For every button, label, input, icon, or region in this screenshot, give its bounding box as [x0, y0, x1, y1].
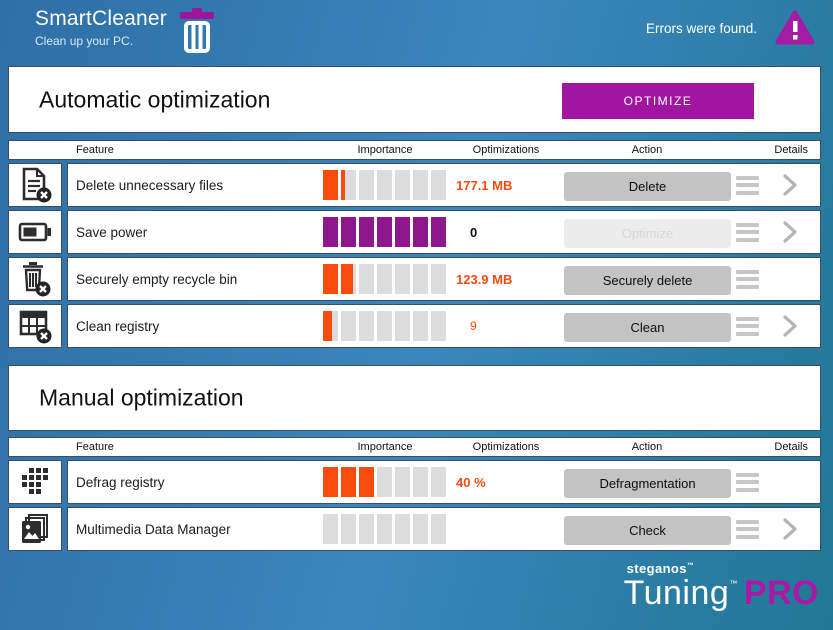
feature-row-body: Securely empty recycle bin 123.9 MB Secu… [67, 257, 821, 301]
manual-rows: Defrag registry 40 % Defragmentation [8, 460, 821, 554]
column-action: Action [631, 441, 663, 453]
table-row: Save power 0 Optimize [8, 210, 821, 254]
table-row: Delete unnecessary files 177.1 MB Delete [8, 163, 821, 207]
feature-label: Securely empty recycle bin [76, 271, 238, 287]
feature-row-body: Delete unnecessary files 177.1 MB Delete [67, 163, 821, 207]
defrag-icon [22, 468, 48, 494]
action-button[interactable]: Delete [564, 172, 731, 201]
table-row: Multimedia Data Manager Check [8, 507, 821, 551]
menu-icon[interactable] [736, 461, 759, 503]
menu-icon[interactable] [736, 164, 759, 206]
feature-label: Save power [76, 224, 148, 240]
pro-badge: PRO [743, 574, 819, 612]
importance-bar [323, 305, 446, 347]
details-chevron-icon[interactable] [779, 164, 801, 206]
recycle-bin-icon [23, 262, 51, 297]
feature-icon-cell [8, 210, 62, 254]
section-title-manual: Manual optimization [39, 384, 244, 411]
optimizations-value: 9 [470, 319, 477, 333]
multimedia-icon [22, 514, 48, 543]
column-importance: Importance [357, 144, 413, 156]
optimizations-value: 177.1 MB [456, 177, 513, 193]
app-title: SmartCleaner [35, 7, 167, 30]
importance-bar [323, 164, 446, 206]
action-button[interactable]: Securely delete [564, 266, 731, 295]
column-action: Action [631, 144, 663, 156]
importance-bar [323, 258, 446, 300]
app-header: SmartCleaner Clean up your PC. Errors we… [0, 0, 833, 62]
importance-bar [323, 461, 446, 503]
table-row: Defrag registry 40 % Defragmentation [8, 460, 821, 504]
action-button[interactable]: Clean [564, 313, 731, 342]
optimizations-value: 40 % [456, 474, 486, 490]
feature-row-body: Clean registry 9 Clean [67, 304, 821, 348]
column-optimizations: Optimizations [472, 441, 540, 453]
automatic-optimization-section: Automatic optimization OPTIMIZE [8, 66, 821, 133]
brand-name: steganos™ [626, 561, 695, 576]
feature-row-body: Defrag registry 40 % Defragmentation [67, 460, 821, 504]
optimize-button[interactable]: OPTIMIZE [562, 83, 754, 119]
feature-icon-cell [8, 460, 62, 504]
battery-icon [18, 222, 51, 242]
menu-icon[interactable] [736, 211, 759, 253]
app-title-block: SmartCleaner Clean up your PC. [35, 7, 167, 48]
automatic-rows: Delete unnecessary files 177.1 MB Delete [8, 163, 821, 351]
column-importance: Importance [357, 441, 413, 453]
column-details: Details [774, 144, 808, 156]
registry-icon [19, 310, 52, 344]
table-row: Securely empty recycle bin 123.9 MB Secu… [8, 257, 821, 301]
feature-label: Delete unnecessary files [76, 177, 224, 193]
table-header-automatic: Feature Importance Optimizations Action … [8, 140, 821, 160]
app-tagline: Clean up your PC. [35, 34, 134, 48]
action-button[interactable]: Defragmentation [564, 469, 731, 498]
table-header-manual: Feature Importance Optimizations Action … [8, 437, 821, 457]
warning-icon [775, 10, 815, 45]
feature-icon-cell [8, 257, 62, 301]
trash-logo-icon [179, 8, 214, 53]
feature-label: Clean registry [76, 318, 160, 334]
delete-files-icon [22, 167, 52, 203]
feature-icon-cell [8, 507, 62, 551]
details-chevron-icon[interactable] [779, 305, 801, 347]
status-area: Errors were found. [646, 10, 815, 46]
optimizations-value: 0 [470, 224, 478, 240]
menu-icon[interactable] [736, 258, 759, 300]
status-message: Errors were found. [645, 20, 757, 36]
importance-bar [323, 211, 446, 253]
feature-icon-cell [8, 304, 62, 348]
importance-bar [323, 508, 446, 550]
table-row: Clean registry 9 Clean [8, 304, 821, 348]
product-name: Tuning™ PRO [623, 574, 819, 612]
column-optimizations: Optimizations [472, 144, 540, 156]
action-button[interactable]: Check [564, 516, 731, 545]
feature-label: Defrag registry [76, 474, 165, 490]
feature-row-body: Multimedia Data Manager Check [67, 507, 821, 551]
menu-icon[interactable] [736, 305, 759, 347]
steganos-tuning-pro-logo: steganos™ Tuning™ PRO [624, 561, 819, 613]
feature-row-body: Save power 0 Optimize [67, 210, 821, 254]
manual-optimization-section: Manual optimization [8, 365, 821, 431]
column-feature: Feature [76, 441, 114, 453]
section-title-automatic: Automatic optimization [39, 86, 271, 112]
menu-icon[interactable] [736, 508, 759, 550]
details-chevron-icon[interactable] [779, 211, 801, 253]
column-details: Details [774, 441, 808, 453]
optimizations-value: 123.9 MB [456, 271, 513, 287]
details-chevron-icon[interactable] [779, 508, 801, 550]
feature-label: Multimedia Data Manager [76, 521, 231, 537]
column-feature: Feature [76, 144, 114, 156]
action-button: Optimize [564, 219, 731, 248]
app-logo: SmartCleaner Clean up your PC. [35, 7, 215, 54]
feature-icon-cell [8, 163, 62, 207]
